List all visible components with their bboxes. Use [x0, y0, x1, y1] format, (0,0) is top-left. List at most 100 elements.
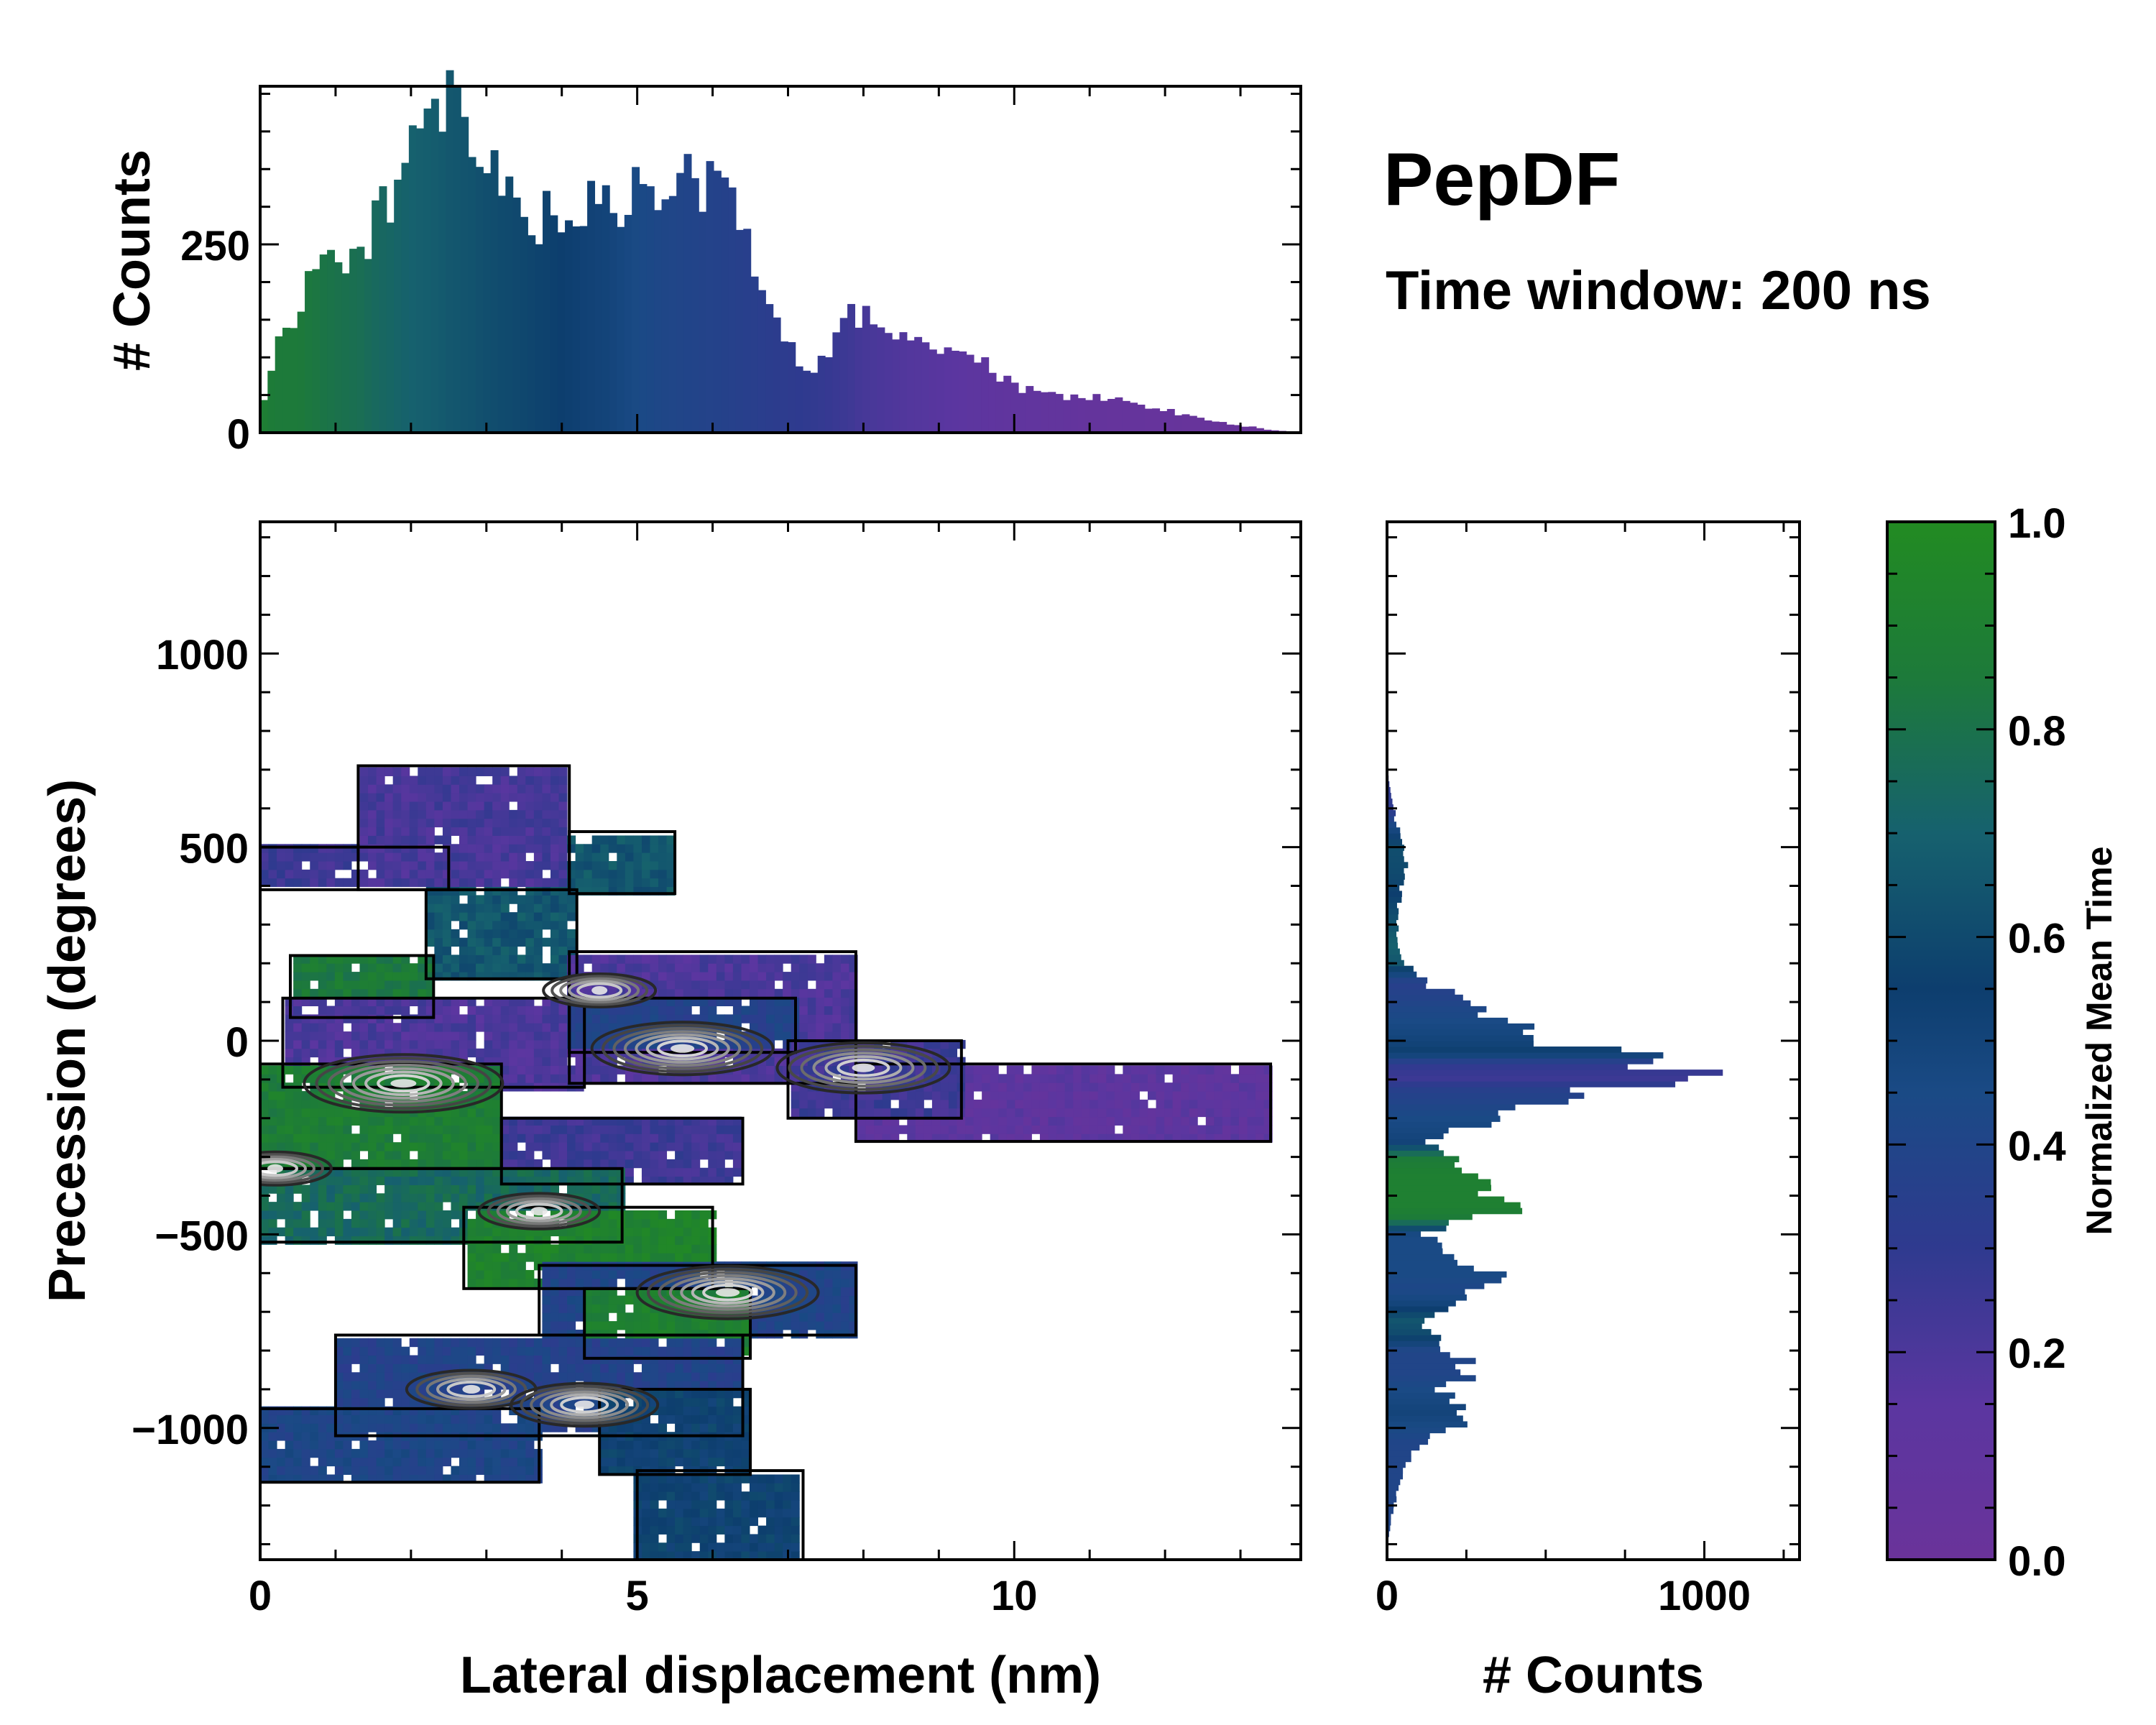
heatmap-cell	[376, 972, 385, 981]
heatmap-cell	[699, 1346, 709, 1356]
heatmap-cell	[732, 980, 742, 990]
heatmap-cell	[874, 1125, 883, 1134]
heatmap-cell	[708, 1338, 717, 1348]
heatmap-cell	[359, 1210, 369, 1220]
heatmap-cell	[699, 1440, 709, 1450]
heatmap-cell	[401, 1125, 410, 1134]
heatmap-cell	[617, 852, 626, 862]
heatmap-cell	[476, 827, 485, 836]
heatmap-cell	[277, 1423, 286, 1432]
heatmap-cell	[650, 1500, 659, 1509]
heatmap-cell	[301, 1116, 310, 1126]
heatmap-cell	[1189, 1116, 1198, 1126]
heatmap-cell	[434, 1363, 443, 1373]
heatmap-cell	[533, 852, 543, 862]
heatmap-cell	[368, 793, 377, 802]
heatmap-cell	[492, 1244, 502, 1254]
heatmap-cell	[459, 912, 469, 921]
heatmap-cell	[724, 1338, 734, 1348]
tick-label: −500	[155, 1213, 249, 1259]
right-histogram-bar	[1387, 1208, 1523, 1215]
heatmap-cell	[600, 1125, 609, 1134]
heatmap-cell	[625, 1466, 634, 1475]
right-histogram-bar	[1387, 1225, 1447, 1232]
heatmap-cell	[476, 1346, 485, 1356]
heatmap-cell	[376, 1151, 385, 1160]
heatmap-cell	[791, 1091, 800, 1100]
heatmap-cell	[434, 946, 443, 955]
heatmap-cell	[542, 1031, 551, 1041]
heatmap-cell	[343, 1397, 352, 1407]
heatmap-cell	[509, 776, 518, 785]
heatmap-cell	[351, 972, 361, 981]
heatmap-cell	[1089, 1099, 1099, 1109]
heatmap-cell	[666, 1457, 676, 1467]
heatmap-cell	[484, 937, 493, 947]
heatmap-cell	[1015, 1065, 1024, 1075]
heatmap-cell	[591, 1184, 601, 1194]
heatmap-cell	[326, 1031, 336, 1041]
heatmap-cell	[509, 1278, 518, 1288]
heatmap-cell	[334, 1176, 344, 1185]
heatmap-cell	[807, 954, 816, 964]
heatmap-cell	[675, 954, 684, 964]
heatmap-cell	[542, 1346, 551, 1356]
heatmap-cell	[484, 809, 493, 819]
heatmap-cell	[301, 1227, 310, 1237]
heatmap-cell	[716, 1167, 725, 1177]
top-histogram-bar	[497, 196, 506, 433]
top-histogram-bar	[535, 244, 543, 433]
heatmap-cell	[376, 963, 385, 972]
heatmap-cell	[467, 1184, 476, 1194]
heatmap-cell	[1205, 1108, 1215, 1118]
heatmap-cell	[509, 1039, 518, 1049]
heatmap-cell	[1130, 1065, 1140, 1075]
heatmap-cell	[459, 1184, 469, 1194]
heatmap-cell	[517, 963, 526, 972]
heatmap-cell	[550, 1125, 560, 1134]
heatmap-cell	[476, 767, 485, 776]
heatmap-cell	[451, 997, 460, 1007]
heatmap-cell	[326, 1423, 336, 1432]
heatmap-cell	[418, 852, 427, 862]
heatmap-cell	[575, 1312, 584, 1322]
heatmap-cell	[326, 1142, 336, 1151]
heatmap-cell	[401, 1227, 410, 1237]
heatmap-cell	[401, 1218, 410, 1228]
heatmap-cell	[1106, 1091, 1115, 1100]
top-histogram-bar	[788, 342, 796, 433]
heatmap-cell	[476, 852, 485, 862]
heatmap-cell	[1222, 1116, 1231, 1126]
heatmap-cell	[484, 1099, 493, 1109]
heatmap-cell	[641, 1483, 650, 1492]
heatmap-cell	[766, 1057, 775, 1066]
heatmap-cell	[832, 1014, 842, 1024]
heatmap-cell	[898, 1099, 908, 1109]
heatmap-cell	[567, 1184, 576, 1194]
heatmap-cell	[334, 1023, 344, 1032]
heatmap-cell	[791, 1534, 800, 1543]
heatmap-cell	[724, 1534, 734, 1543]
top-histogram-bar	[305, 271, 313, 433]
heatmap-cell	[824, 972, 833, 981]
top-histogram-bar	[1070, 394, 1079, 433]
top-histogram-bar	[446, 70, 454, 433]
heatmap-cell	[484, 1184, 493, 1194]
heatmap-cell	[716, 1457, 725, 1467]
heatmap-cell	[898, 1091, 908, 1100]
top-histogram-bar	[438, 132, 447, 433]
heatmap-cell	[749, 1474, 759, 1484]
heatmap-cell	[418, 1176, 427, 1185]
heatmap-cell	[533, 776, 543, 785]
heatmap-cell	[683, 1236, 692, 1245]
heatmap-cell	[359, 1039, 369, 1049]
heatmap-cell	[517, 1363, 526, 1373]
heatmap-cell	[1256, 1074, 1265, 1083]
heatmap-cell	[401, 1466, 410, 1475]
heatmap-cell	[418, 827, 427, 836]
top-histogram-bar	[327, 249, 336, 433]
heatmap-cell	[533, 1023, 543, 1032]
heatmap-cell	[732, 1167, 742, 1177]
heatmap-cell	[1205, 1074, 1215, 1083]
heatmap-cell	[525, 903, 535, 913]
